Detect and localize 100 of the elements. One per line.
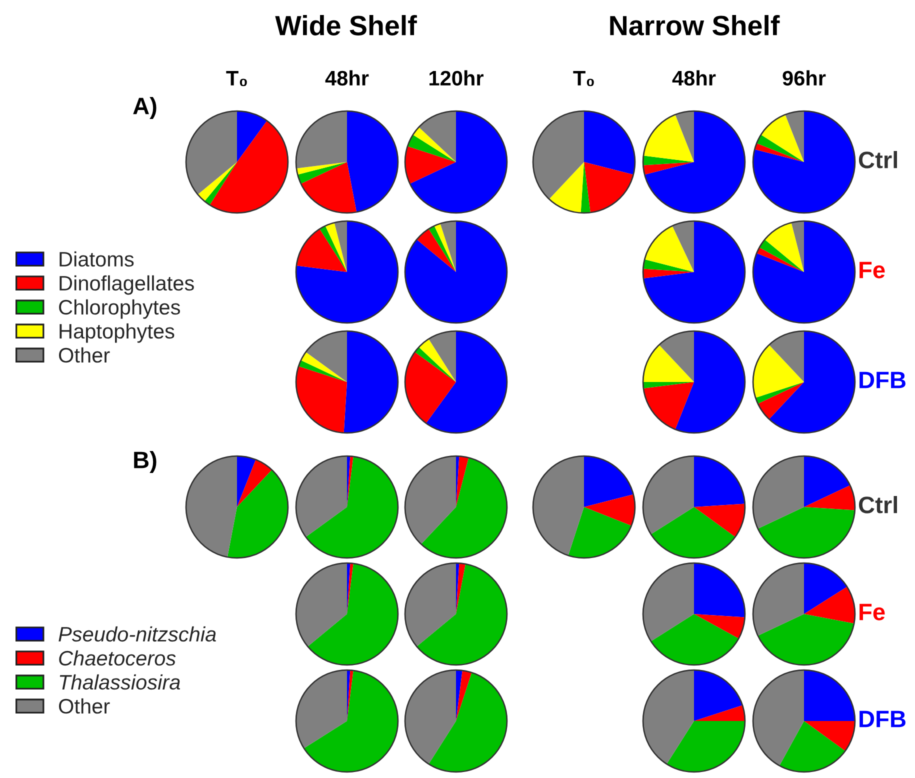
pie-slice: [298, 360, 347, 382]
pie-slice: [694, 504, 745, 537]
pie-slice: [753, 563, 804, 636]
pie-slice: [584, 111, 635, 175]
pie-slice: [779, 721, 846, 772]
pie-slice: [584, 494, 635, 526]
pie-slice: [804, 670, 855, 721]
pie-slice: [753, 670, 804, 766]
pie-slice: [204, 162, 237, 206]
pie-slice: [227, 470, 288, 558]
pie-slice: [769, 331, 855, 433]
pie-slice: [347, 563, 354, 614]
text: 96hr: [782, 70, 826, 86]
pie-slice: [405, 456, 456, 544]
pie-slice: [296, 563, 347, 646]
pie-slice: [414, 347, 456, 382]
pie-slice: [760, 114, 804, 162]
pie-slice: [296, 670, 347, 748]
pie-slice: [694, 705, 745, 721]
pie-slice: [198, 162, 237, 202]
pie-slice: [804, 721, 855, 751]
pie-slice: [533, 111, 584, 200]
text: Fe: [860, 604, 885, 620]
legend-label: Dinoflagellates: [60, 275, 194, 295]
text: B): [134, 450, 156, 474]
text: DFB: [860, 372, 906, 388]
pie-slice: [456, 670, 472, 721]
pie-slice: [210, 120, 288, 213]
pie-slice: [804, 586, 855, 624]
pie-slice: [754, 143, 804, 162]
pie-slice: [643, 259, 694, 272]
pie-slice: [308, 563, 398, 665]
pie-slice: [758, 614, 854, 665]
pie-slice: [304, 670, 398, 772]
pie-slice: [405, 563, 456, 646]
pie-slice: [584, 456, 634, 507]
pie-slice: [418, 338, 456, 382]
pie-slice: [644, 111, 745, 213]
pie-slice: [347, 111, 398, 212]
pie-slice: [456, 456, 469, 507]
pie-slice: [426, 331, 507, 433]
pie-slice: [334, 221, 347, 272]
pie-slice: [644, 226, 694, 272]
pie-slice: [753, 456, 804, 529]
pie-slice: [759, 240, 804, 272]
pie-slice: [672, 221, 694, 272]
pie-slice: [418, 111, 456, 162]
legend-label: Diatoms: [60, 251, 134, 267]
text: Ctrl: [858, 150, 897, 168]
pie-slice: [296, 228, 347, 272]
pie-slice: [643, 456, 694, 534]
text: 48hr: [325, 70, 369, 86]
pie-slice: [694, 456, 745, 507]
pie-slice: [643, 670, 694, 764]
pie-slice: [643, 382, 694, 430]
text: Narrow Shelf: [610, 15, 780, 36]
pie-slice: [764, 222, 804, 272]
pie-slice: [186, 456, 237, 558]
pie-slice: [643, 344, 694, 382]
pie-slice: [416, 228, 456, 272]
pie-slice: [643, 114, 694, 162]
legend-label: Pseudo-nitzschia: [58, 626, 216, 642]
pie-slice: [659, 331, 694, 382]
pie-slice: [694, 670, 742, 721]
pie-slice: [756, 247, 804, 272]
pie-slice: [320, 226, 347, 272]
pie-slice: [325, 222, 347, 272]
pie-slice: [666, 721, 745, 772]
pie-slice: [296, 456, 347, 537]
pie-slice: [675, 331, 745, 433]
text: Wide Shelf: [275, 15, 417, 36]
pie-slice: [344, 331, 398, 433]
legend-label: Thalassiosira: [60, 674, 180, 690]
pie-slice: [300, 352, 347, 382]
pie-slice: [785, 111, 804, 162]
text: 48hr: [672, 70, 716, 86]
pie-slice: [296, 162, 347, 175]
pie-slice: [643, 382, 694, 388]
legend-label: Other: [58, 347, 110, 363]
pie-slice: [756, 134, 804, 162]
pie-slice: [405, 670, 456, 764]
pie-slice: [643, 563, 694, 642]
pie-slice: [405, 352, 456, 424]
pie-slice: [549, 162, 584, 213]
pie-slice: [428, 672, 507, 772]
pie-slice: [456, 670, 462, 721]
pie-slice: [306, 331, 347, 382]
pie-slice: [237, 460, 272, 507]
pie-slice: [584, 162, 634, 213]
pie-slice: [643, 268, 694, 278]
pie-slice: [753, 344, 804, 398]
pie-slice: [434, 224, 456, 272]
pie-slice: [405, 146, 456, 184]
pie-slice: [769, 331, 804, 382]
pie-slice: [306, 456, 398, 558]
pie-slice: [804, 456, 850, 507]
pie-slice: [237, 111, 267, 162]
pie-slice: [237, 456, 256, 507]
pie-slice: [533, 456, 584, 556]
pie-slice: [456, 563, 466, 614]
